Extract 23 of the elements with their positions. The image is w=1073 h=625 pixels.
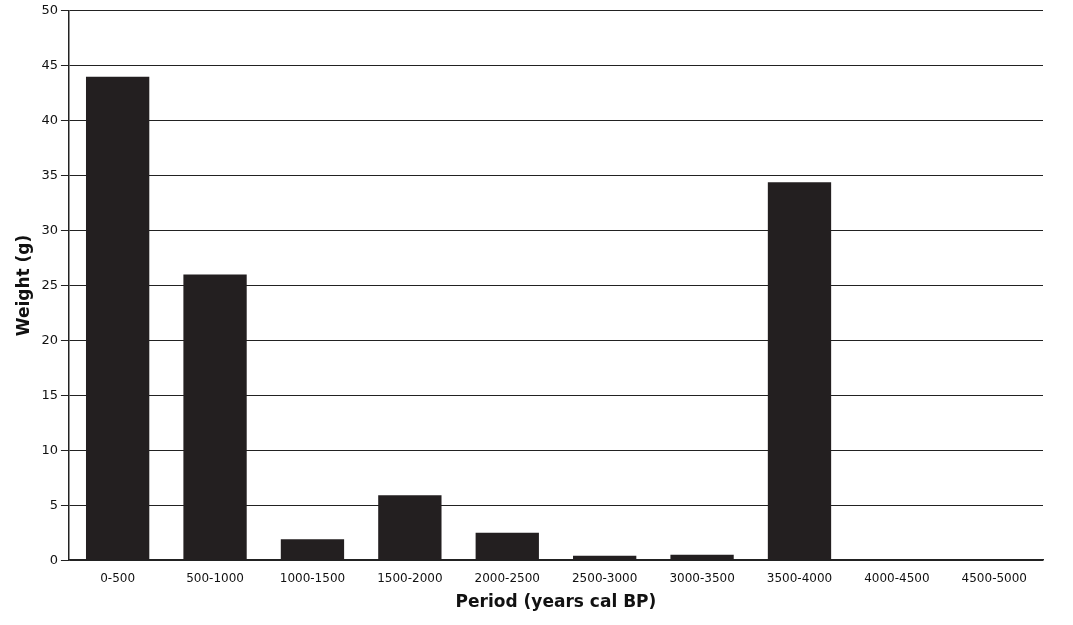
y-tick-label: 15 — [41, 386, 58, 402]
x-tick-label: 1000-1500 — [279, 570, 346, 585]
y-tick-label: 30 — [41, 221, 58, 237]
y-tick-label: 5 — [49, 496, 58, 512]
y-tick-label: 10 — [41, 441, 58, 457]
x-tick-label: 4500-5000 — [961, 570, 1028, 585]
y-tick-label: 40 — [41, 112, 58, 128]
y-tick-label: 25 — [41, 276, 58, 292]
y-tick-label: 45 — [41, 57, 58, 73]
x-tick-label: 3500-4000 — [766, 570, 833, 585]
x-tick-label: 500-1000 — [186, 570, 244, 585]
y-tick-label: 35 — [41, 166, 58, 182]
x-tick-label: 1500-2000 — [377, 570, 443, 585]
y-axis-title: Weight (g) — [12, 234, 33, 337]
x-axis-title: Period (years cal BP) — [455, 591, 657, 612]
y-tick-label: 50 — [41, 2, 58, 18]
y-tick-label: 0 — [49, 551, 58, 567]
x-tick-label: 3000-3500 — [669, 570, 735, 585]
x-tick-label: 0-500 — [100, 570, 136, 585]
x-tick-label: 4000-4500 — [864, 570, 930, 585]
x-tick-label: 2500-3000 — [571, 570, 638, 585]
x-tick-label: 2000-2500 — [474, 570, 540, 585]
y-tick-label: 20 — [41, 331, 58, 347]
